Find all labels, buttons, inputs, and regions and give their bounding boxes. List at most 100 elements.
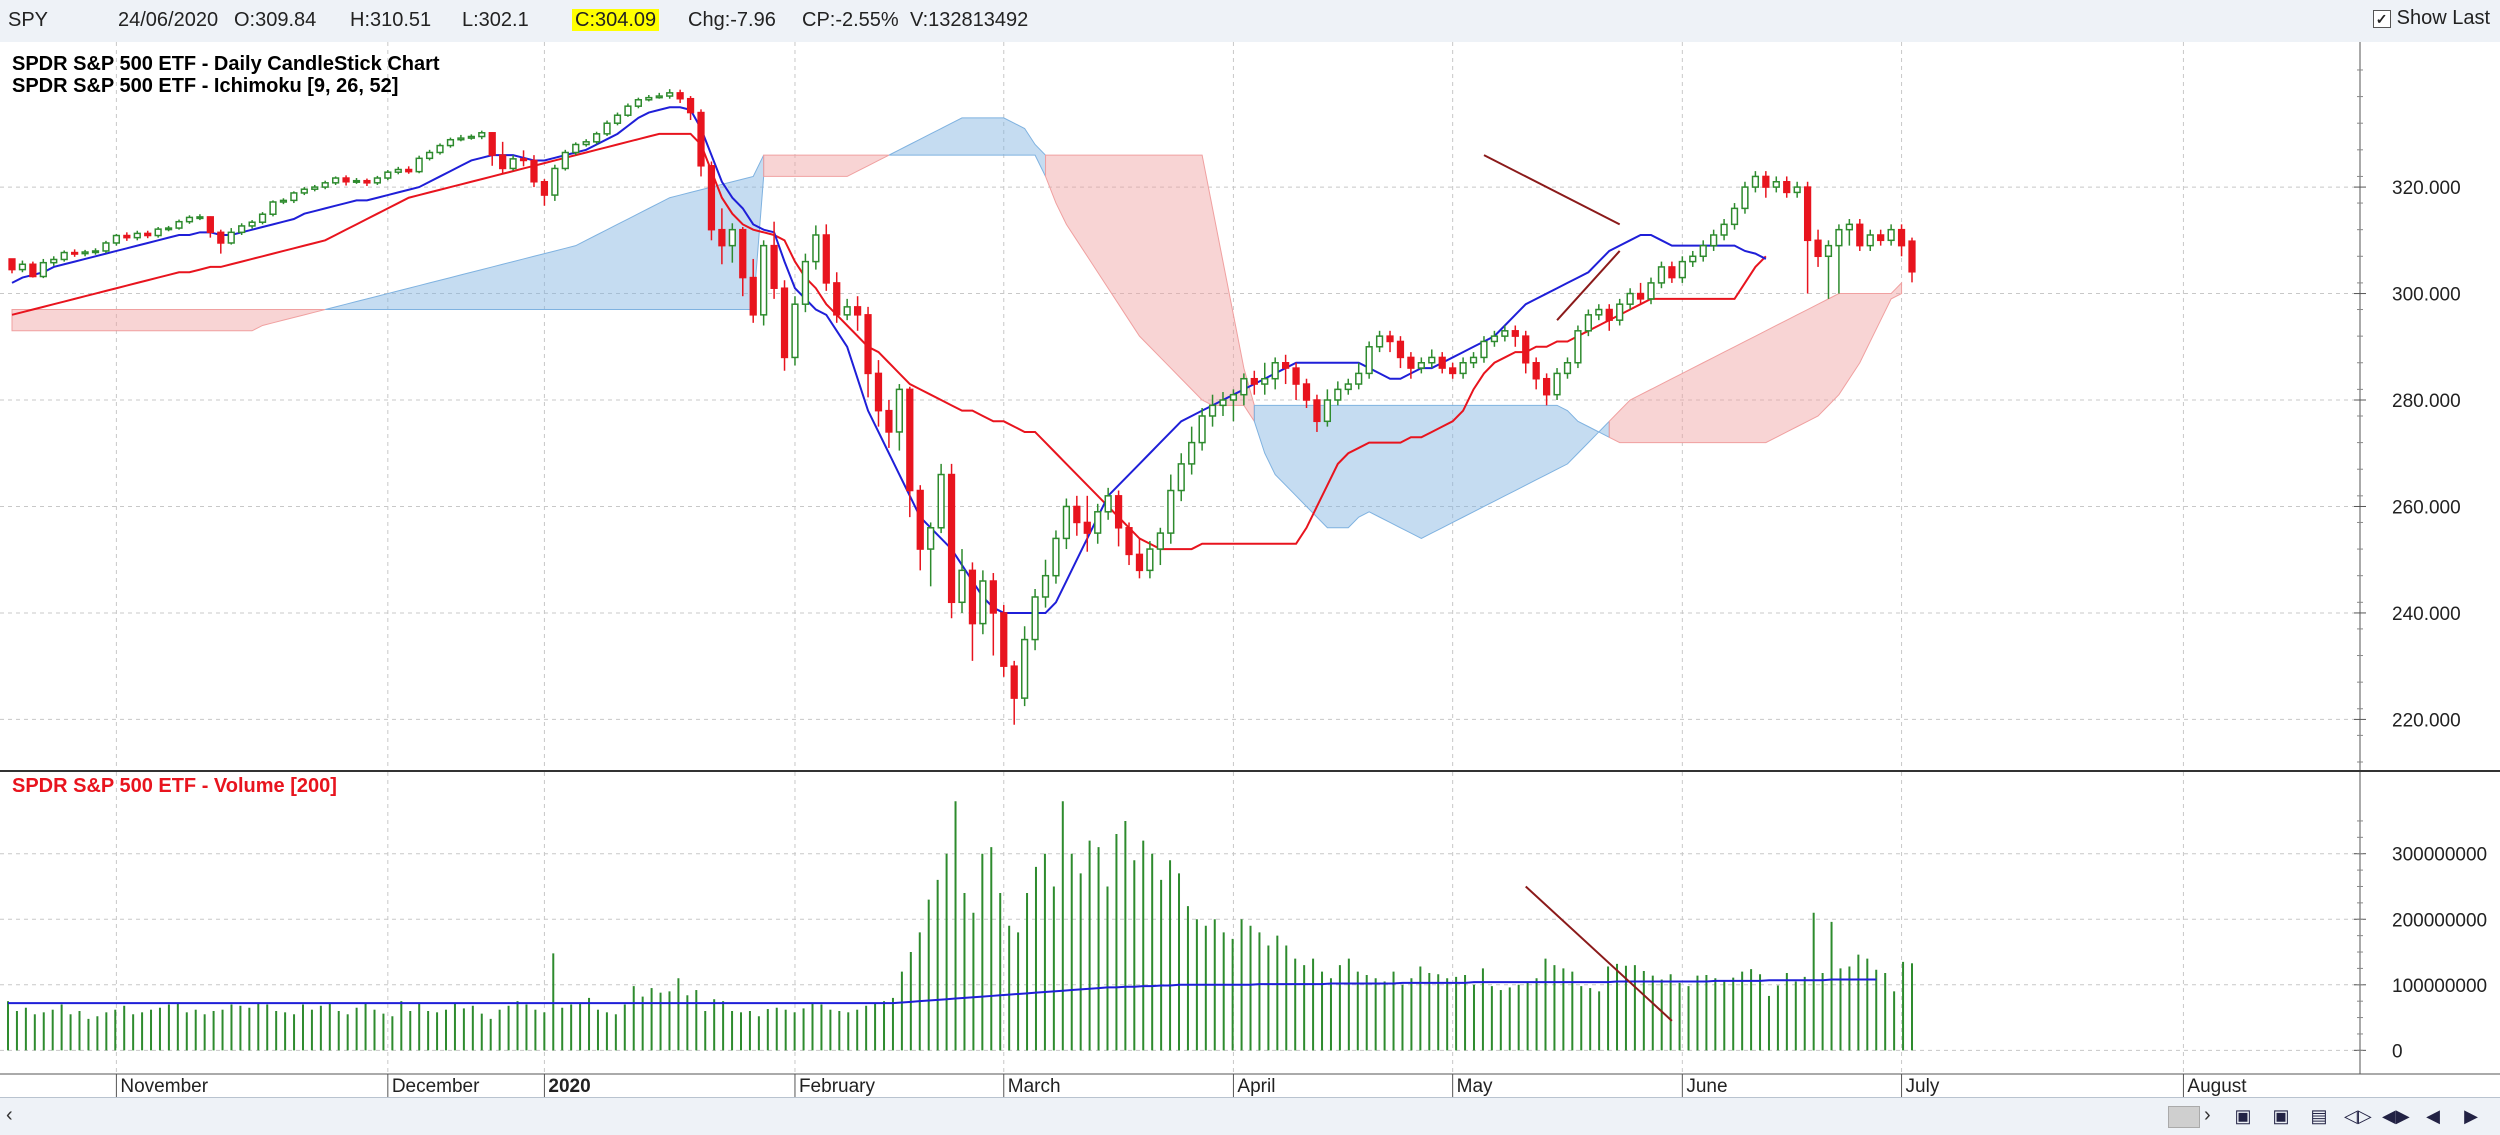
fit-icon[interactable]: ◁▷	[2344, 1106, 2372, 1126]
bullish-candle	[603, 120, 611, 136]
volume-trendline	[1525, 885, 1673, 1022]
candle-body	[1741, 186, 1749, 210]
candle-body	[1292, 367, 1300, 385]
candle-body	[1490, 335, 1499, 343]
bullish-candle	[373, 175, 382, 185]
candle-body	[1605, 308, 1613, 321]
candle-body	[311, 186, 319, 190]
candle-body	[123, 234, 131, 239]
bearish-cloud	[11, 309, 326, 332]
candle-body	[812, 234, 820, 263]
chart-area[interactable]: 220.000 240.000 260.000 280.000 300.000 320.0…	[0, 42, 2500, 1097]
bullish-candle	[50, 256, 58, 266]
bearish-candle	[822, 224, 830, 291]
bearish-candle	[1396, 336, 1405, 369]
bearish-candle	[874, 360, 883, 427]
candle-body	[196, 216, 204, 220]
scroll-thumb[interactable]	[2168, 1106, 2200, 1128]
candle-body	[1208, 404, 1217, 417]
candle-body	[1563, 362, 1572, 375]
bullish-candle	[572, 142, 580, 156]
candle-body	[697, 111, 705, 167]
bullish-candle	[1824, 240, 1833, 299]
bullish-candle	[436, 143, 444, 155]
bullish-candle	[457, 134, 465, 142]
bearish-candle	[405, 166, 413, 174]
price-tick-label: 260.000	[2392, 497, 2461, 518]
candle-body	[728, 228, 736, 247]
candle-body	[446, 138, 455, 147]
bearish-candle	[1814, 229, 1822, 267]
scroll-left-arrow[interactable]: ‹	[6, 1104, 13, 1126]
candle-body	[968, 569, 977, 625]
zoom-out-icon[interactable]: ▣	[2272, 1106, 2290, 1126]
candle-body	[60, 251, 68, 261]
candle-body	[384, 171, 392, 179]
bullish-candle	[592, 131, 601, 145]
bearish-candle	[342, 175, 350, 186]
bullish-candle	[248, 220, 256, 229]
scroll-toolbar: ‹ › ▣ ▣ ▤ ◁▷ ◀▶ ◀ ▶	[0, 1097, 2500, 1135]
bullish-candle	[311, 184, 319, 192]
high-label: H:310.51	[350, 9, 432, 31]
bearish-candle	[968, 562, 977, 661]
bullish-candle	[1104, 487, 1112, 520]
candle-body	[885, 409, 893, 433]
bearish-candle	[770, 221, 778, 299]
candle-body	[154, 228, 162, 237]
candle-body	[864, 314, 872, 375]
candle-body	[1824, 244, 1833, 258]
bullish-candle	[1741, 181, 1749, 214]
candle-body	[1344, 383, 1352, 391]
show-last-checkbox[interactable]: ✓	[2372, 9, 2391, 28]
bearish-candle	[1542, 373, 1551, 406]
candle-body	[457, 137, 465, 141]
bullish-candle	[895, 384, 903, 451]
candle-body	[1219, 399, 1227, 407]
candle-body	[1041, 574, 1050, 598]
show-last-toggle[interactable]: ✓ Show Last	[2372, 7, 2490, 30]
candle-body	[1803, 186, 1812, 242]
expand-icon[interactable]: ◀▶	[2382, 1106, 2410, 1126]
candle-body	[1386, 335, 1394, 343]
bullish-candle	[1365, 341, 1373, 379]
change-label: Chg:-7.96	[688, 9, 776, 31]
candle-body	[1657, 266, 1666, 284]
bearish-candle	[1908, 237, 1916, 283]
bullish-candle	[937, 463, 945, 534]
zoom-in-icon[interactable]: ▣	[2234, 1106, 2252, 1126]
bearish-candle	[916, 485, 924, 571]
bearish-candle	[864, 306, 872, 398]
prev-icon[interactable]: ◀	[2426, 1106, 2440, 1126]
save-icon[interactable]: ▤	[2310, 1106, 2328, 1126]
bullish-candle	[1167, 474, 1175, 544]
scroll-right-arrow[interactable]: ›	[2204, 1104, 2211, 1126]
bullish-candle	[791, 296, 799, 366]
candle-body	[1720, 223, 1728, 236]
tenkan-line	[11, 106, 1767, 614]
volume-label: V:132813492	[910, 9, 1029, 31]
month-label: March	[1008, 1076, 1061, 1097]
candle-body	[352, 179, 361, 183]
bullish-candle	[238, 223, 246, 235]
bullish-candle	[561, 149, 569, 171]
bullish-candle	[1793, 181, 1801, 198]
candle-body	[1793, 186, 1801, 194]
bullish-candle	[1355, 362, 1363, 390]
bearish-candle	[530, 155, 538, 188]
bullish-candle	[1041, 559, 1050, 608]
candle-body	[509, 158, 517, 170]
bullish-candle	[613, 112, 622, 126]
candle-body	[791, 303, 799, 359]
bullish-candle	[1553, 368, 1561, 401]
candle-body	[1699, 244, 1707, 258]
bullish-candle	[582, 139, 590, 147]
bearish-cloud	[763, 154, 890, 177]
bullish-candle	[60, 250, 68, 262]
bullish-candle	[446, 137, 455, 148]
candle-body	[1167, 489, 1175, 534]
bullish-candle	[1887, 224, 1895, 246]
bullish-candle	[1375, 330, 1384, 353]
ichimoku-lines	[11, 106, 1767, 614]
next-icon[interactable]: ▶	[2464, 1106, 2478, 1126]
